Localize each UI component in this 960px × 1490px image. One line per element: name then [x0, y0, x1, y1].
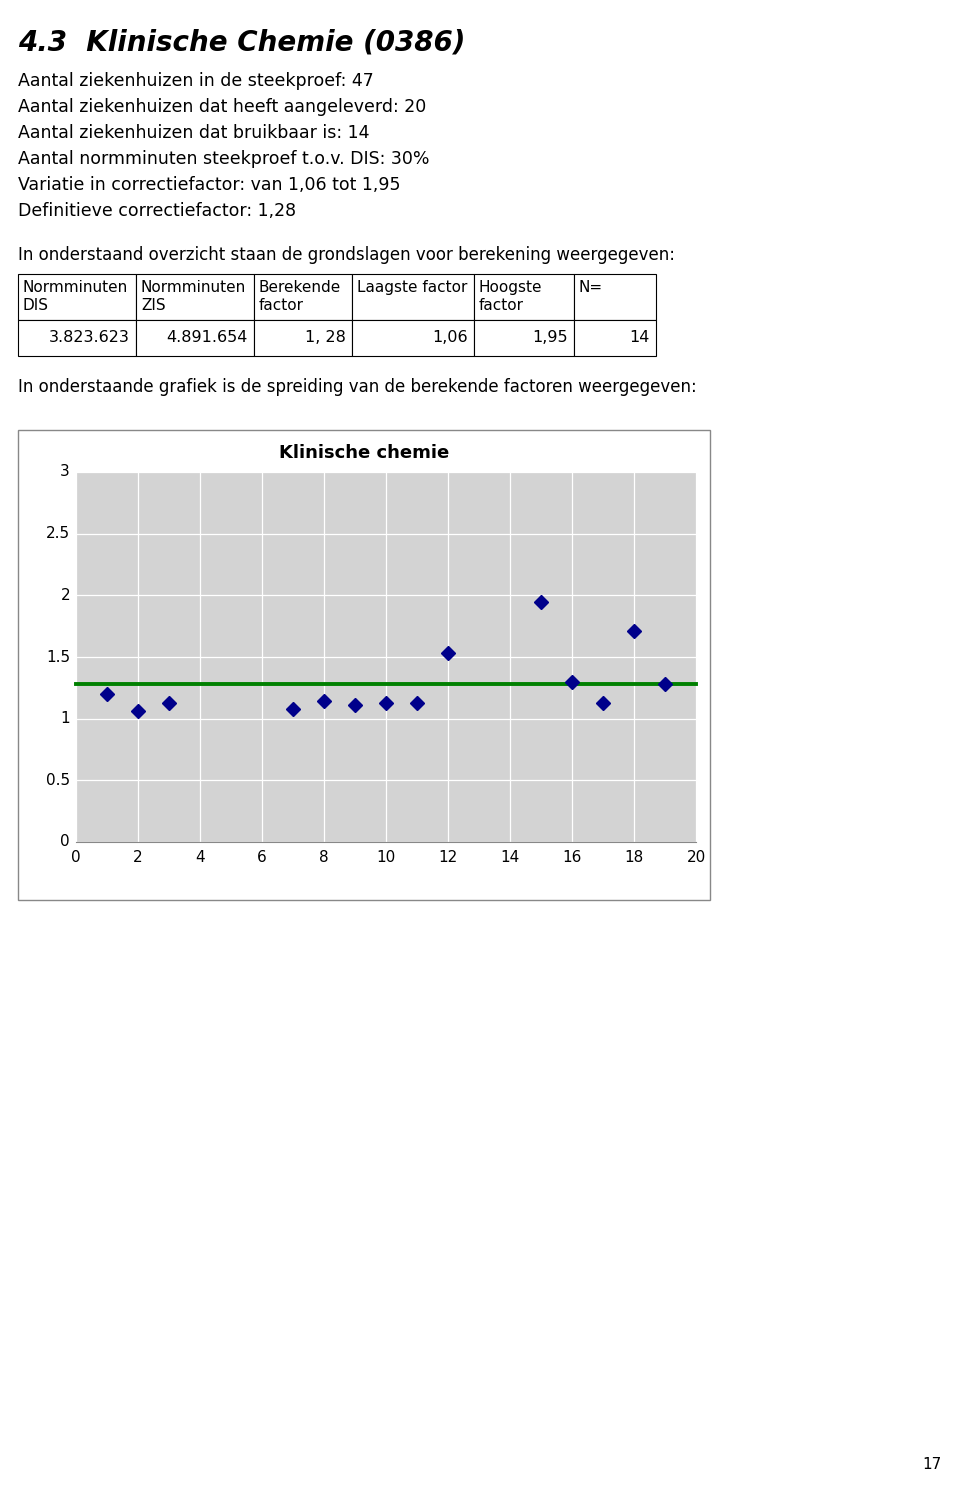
Text: 4: 4	[195, 849, 204, 866]
Text: 6: 6	[257, 849, 267, 866]
Text: N=: N=	[579, 280, 603, 295]
Text: Hoogste: Hoogste	[479, 280, 542, 295]
Bar	[474, 274, 574, 320]
Text: 1,06: 1,06	[432, 329, 468, 346]
Text: DIS: DIS	[23, 298, 49, 313]
Text: 2.5: 2.5	[46, 526, 70, 541]
Text: 1,95: 1,95	[533, 329, 568, 346]
Bar	[474, 320, 574, 356]
Text: 0: 0	[71, 849, 81, 866]
Bar	[254, 274, 352, 320]
Bar	[352, 320, 474, 356]
Text: factor: factor	[259, 298, 304, 313]
Text: 2: 2	[133, 849, 143, 866]
Bar	[136, 320, 254, 356]
Text: factor: factor	[479, 298, 524, 313]
Text: 0: 0	[60, 834, 70, 849]
Bar	[18, 274, 136, 320]
Text: Variatie in correctiefactor: van 1,06 tot 1,95: Variatie in correctiefactor: van 1,06 to…	[18, 176, 400, 194]
Text: 10: 10	[376, 849, 396, 866]
Text: 14: 14	[630, 329, 650, 346]
Text: 20: 20	[686, 849, 706, 866]
Text: Aantal normminuten steekproef t.o.v. DIS: 30%: Aantal normminuten steekproef t.o.v. DIS…	[18, 150, 429, 168]
Text: 4.3  Klinische Chemie (0386): 4.3 Klinische Chemie (0386)	[18, 28, 466, 57]
Text: 1, 28: 1, 28	[305, 329, 346, 346]
Text: Aantal ziekenhuizen dat bruikbaar is: 14: Aantal ziekenhuizen dat bruikbaar is: 14	[18, 124, 370, 142]
Bar	[18, 320, 136, 356]
Bar	[352, 274, 474, 320]
Text: 2: 2	[60, 589, 70, 603]
Bar	[574, 320, 656, 356]
Text: 4.891.654: 4.891.654	[167, 329, 248, 346]
Text: 16: 16	[563, 849, 582, 866]
Bar	[574, 274, 656, 320]
Text: Definitieve correctiefactor: 1,28: Definitieve correctiefactor: 1,28	[18, 203, 296, 221]
Bar	[136, 274, 254, 320]
Text: 18: 18	[624, 849, 643, 866]
Bar	[76, 472, 696, 842]
Text: Aantal ziekenhuizen in de steekproef: 47: Aantal ziekenhuizen in de steekproef: 47	[18, 72, 373, 89]
Text: Aantal ziekenhuizen dat heeft aangeleverd: 20: Aantal ziekenhuizen dat heeft aangelever…	[18, 98, 426, 116]
Text: 3.823.623: 3.823.623	[49, 329, 130, 346]
Text: 3: 3	[60, 465, 70, 480]
Text: 8: 8	[319, 849, 329, 866]
Text: Normminuten: Normminuten	[141, 280, 247, 295]
Text: In onderstaande grafiek is de spreiding van de berekende factoren weergegeven:: In onderstaande grafiek is de spreiding …	[18, 378, 697, 396]
Text: Laagste factor: Laagste factor	[357, 280, 468, 295]
Text: 17: 17	[923, 1457, 942, 1472]
Text: 0.5: 0.5	[46, 773, 70, 788]
Text: Klinische chemie: Klinische chemie	[278, 444, 449, 462]
Text: Normminuten: Normminuten	[23, 280, 129, 295]
Text: ZIS: ZIS	[141, 298, 166, 313]
Text: In onderstaand overzicht staan de grondslagen voor berekening weergegeven:: In onderstaand overzicht staan de gronds…	[18, 246, 675, 264]
Text: Berekende: Berekende	[259, 280, 341, 295]
Text: 14: 14	[500, 849, 519, 866]
Bar	[254, 320, 352, 356]
Text: 12: 12	[439, 849, 458, 866]
Text: 1.5: 1.5	[46, 650, 70, 665]
Bar	[18, 431, 710, 900]
Text: 1: 1	[60, 711, 70, 726]
